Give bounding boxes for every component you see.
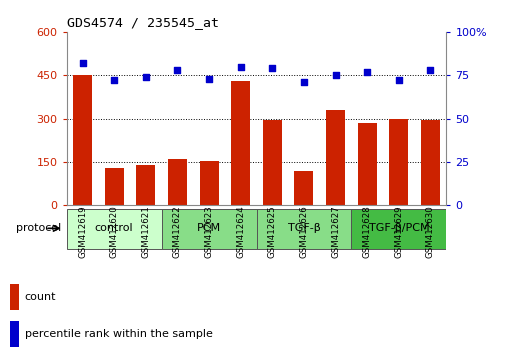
Text: PCM: PCM [197,223,221,233]
Bar [231,81,250,205]
Point [394,78,403,83]
Bar [294,171,313,205]
Text: GSM412627: GSM412627 [331,205,340,258]
Point [236,64,245,69]
Bar [421,120,440,205]
Text: GSM412628: GSM412628 [363,205,372,258]
FancyBboxPatch shape [67,209,162,249]
Point [331,73,340,78]
Text: GSM412626: GSM412626 [300,205,308,258]
Point [142,74,150,80]
Point [78,60,87,66]
Bar [168,159,187,205]
FancyBboxPatch shape [351,209,446,249]
Bar [10,284,19,309]
Bar [389,119,408,205]
Point [300,79,308,85]
Text: count: count [25,292,56,302]
FancyBboxPatch shape [256,209,351,249]
Bar [263,120,282,205]
Bar [105,168,124,205]
Text: GSM412624: GSM412624 [236,205,245,258]
Text: GSM412623: GSM412623 [205,205,213,258]
Text: percentile rank within the sample: percentile rank within the sample [25,329,212,339]
Text: GDS4574 / 235545_at: GDS4574 / 235545_at [67,16,219,29]
Text: control: control [95,223,133,233]
FancyBboxPatch shape [162,209,256,249]
Bar [73,75,92,205]
Text: TGF-β: TGF-β [288,223,320,233]
Bar [136,165,155,205]
Text: GSM412630: GSM412630 [426,205,435,258]
Point [205,76,213,81]
Point [268,65,277,71]
Text: GSM412629: GSM412629 [394,205,403,258]
Text: GSM412620: GSM412620 [110,205,119,258]
Text: protocol: protocol [16,223,62,233]
Bar [358,123,377,205]
Point [426,67,435,73]
Point [110,78,118,83]
Point [173,67,182,73]
Text: GSM412621: GSM412621 [141,205,150,258]
Point [363,69,371,75]
Bar [326,110,345,205]
Text: GSM412619: GSM412619 [78,205,87,258]
Text: GSM412622: GSM412622 [173,205,182,258]
Text: TGF-β/PCM: TGF-β/PCM [368,223,429,233]
Bar [200,160,219,205]
Text: GSM412625: GSM412625 [268,205,277,258]
Bar [10,321,19,347]
